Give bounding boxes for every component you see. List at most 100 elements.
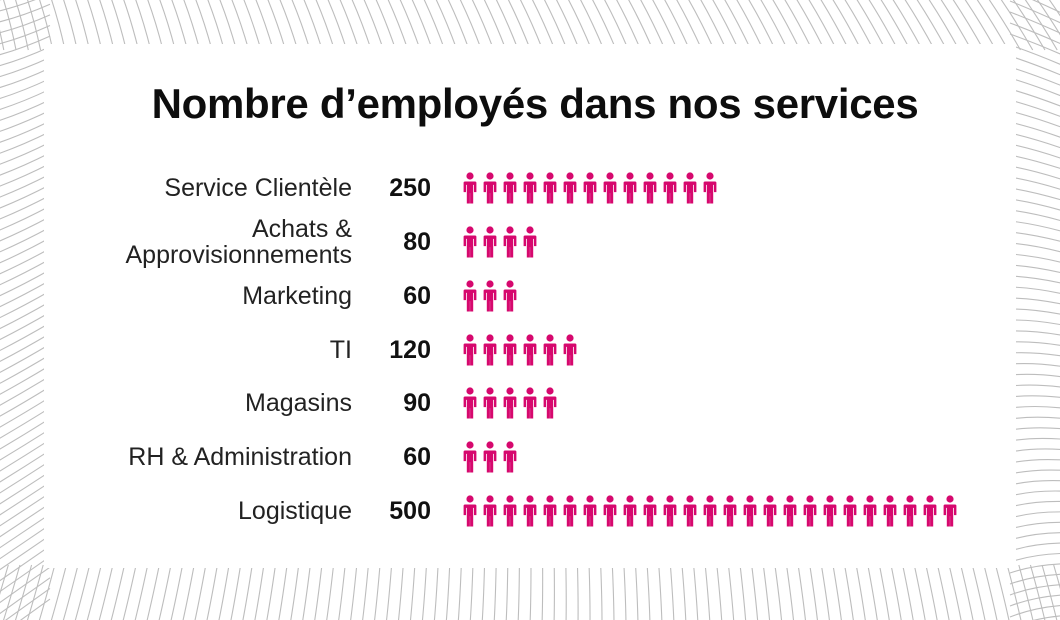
person-icon: [723, 495, 737, 527]
background-line: [543, 0, 568, 51]
background-line: [1029, 564, 1046, 620]
background-line: [604, 0, 629, 51]
background-line: [457, 564, 462, 620]
background-line: [505, 564, 509, 620]
background-line: [785, 564, 795, 620]
person-icon: [463, 334, 477, 366]
background-line: [87, 0, 103, 51]
background-line: [1009, 132, 1060, 149]
category-row: RH & Administration 60: [0, 437, 1060, 477]
background-line: [98, 564, 114, 620]
category-label: Achats & Approvisionnements: [125, 216, 352, 268]
background-line: [762, 564, 771, 620]
category-label-line: Magasins: [245, 389, 352, 417]
person-icon: [483, 226, 497, 258]
background-line: [338, 564, 346, 620]
background-line: [194, 564, 207, 620]
background-line: [146, 564, 160, 620]
person-icon: [603, 172, 617, 204]
person-icon: [663, 172, 677, 204]
background-line: [1009, 563, 1060, 574]
background-line: [27, 0, 42, 51]
background-line: [890, 564, 902, 620]
person-icon: [923, 495, 937, 527]
background-line: [399, 0, 421, 51]
person-icon: [903, 495, 917, 527]
background-line: [727, 564, 735, 620]
background-line: [832, 564, 842, 620]
person-icon: [463, 172, 477, 204]
background-line: [75, 0, 91, 51]
background-line: [5, 587, 51, 620]
background-line: [2, 0, 17, 51]
background-line: [387, 0, 409, 51]
background-line: [0, 3, 51, 23]
person-icon: [503, 387, 517, 419]
background-line: [531, 0, 556, 51]
background-line: [231, 0, 250, 51]
category-label: TI: [330, 337, 352, 363]
person-icon: [703, 495, 717, 527]
background-line: [611, 564, 615, 620]
background-line: [350, 564, 358, 620]
category-row: Marketing 60: [0, 276, 1060, 316]
background-line: [704, 564, 711, 620]
background-line: [960, 564, 974, 620]
background-line: [1009, 33, 1060, 55]
person-icon: [743, 495, 757, 527]
background-line: [902, 564, 914, 620]
background-line: [936, 564, 950, 620]
background-line: [242, 564, 253, 620]
person-icon: [623, 495, 637, 527]
category-row: TI 120: [0, 330, 1060, 370]
background-line: [600, 564, 603, 620]
background-line: [634, 564, 639, 620]
person-icon: [483, 387, 497, 419]
category-label: Logistique: [238, 498, 352, 524]
person-icon-group: [463, 280, 517, 312]
background-line: [158, 564, 172, 620]
background-line: [681, 564, 687, 620]
background-line: [1009, 11, 1060, 34]
background-line: [278, 564, 288, 620]
value-label: 80: [403, 228, 431, 256]
background-line: [255, 0, 274, 51]
background-line: [0, 29, 5, 51]
background-line: [1031, 0, 1060, 13]
background-line: [0, 56, 51, 78]
background-line: [616, 0, 642, 51]
background-line: [669, 564, 675, 620]
background-line: [541, 564, 544, 620]
person-icon: [523, 226, 537, 258]
background-line: [658, 564, 663, 620]
category-row: Magasins 90: [0, 383, 1060, 423]
background-line: [983, 564, 998, 620]
background-line: [507, 0, 532, 51]
background-line: [796, 0, 825, 51]
background-line: [171, 0, 189, 51]
person-icon-group: [463, 441, 517, 473]
category-row: Service Clientèle 250: [0, 168, 1060, 208]
background-line: [447, 0, 470, 51]
background-line: [14, 564, 33, 620]
background-line: [517, 564, 520, 620]
background-line: [1009, 594, 1060, 607]
background-line: [495, 0, 519, 51]
background-line: [374, 564, 381, 620]
background-line: [580, 0, 605, 51]
background-line: [206, 564, 218, 620]
background-line: [1006, 564, 1022, 620]
background-line: [995, 564, 1010, 620]
background-line: [1012, 0, 1046, 51]
background-line: [1018, 564, 1034, 620]
background-line: [844, 564, 854, 620]
person-icon: [543, 495, 557, 527]
background-line: [519, 0, 544, 51]
person-icon: [543, 334, 557, 366]
person-icon: [783, 495, 797, 527]
value-label: 250: [389, 174, 431, 202]
background-line: [1009, 532, 1060, 541]
background-line: [1009, 0, 1060, 24]
background-line: [0, 564, 9, 595]
background-line: [182, 564, 195, 620]
